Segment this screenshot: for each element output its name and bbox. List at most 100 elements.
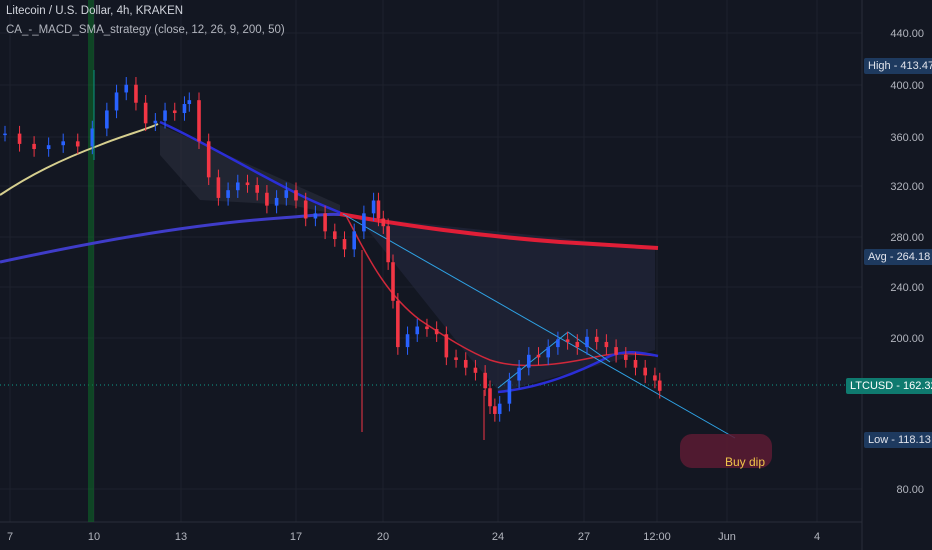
candle-body: [386, 226, 390, 263]
candle-body: [172, 110, 177, 114]
fast-line: [159, 120, 346, 217]
candle-body: [46, 145, 51, 150]
candle-body: [245, 182, 250, 186]
y-tick-label: 280.00: [890, 232, 924, 244]
y-tick-label: 200.00: [890, 333, 924, 345]
candle-body: [255, 185, 259, 193]
candle-body: [643, 367, 647, 376]
candle-body: [488, 388, 492, 407]
candle-body: [206, 141, 211, 178]
y-tick-label: 360.00: [890, 132, 924, 144]
x-tick-label: 12:00: [643, 531, 671, 543]
green-signal-band: [88, 0, 94, 522]
trendline: [342, 213, 736, 439]
high-marker-value: 413.47: [900, 60, 932, 72]
highlight-band: [88, 0, 94, 522]
high-marker-label: High: [868, 60, 891, 72]
candle-body: [575, 341, 580, 348]
buy-dip-highlight: [680, 434, 772, 468]
indicator-label: CA_-_MACD_SMA_strategy (close, 12, 26, 9…: [6, 24, 285, 36]
y-tick-label: 80.00: [896, 484, 924, 496]
high-marker-sep: -: [893, 60, 901, 72]
candle-body: [226, 190, 230, 198]
candle-body: [425, 326, 429, 330]
x-tick-label: 4: [814, 531, 820, 543]
candle-body: [90, 128, 95, 147]
candle-body: [415, 326, 420, 335]
candle-body: [371, 200, 376, 214]
candle-body: [604, 341, 609, 348]
last-price-sep: -: [896, 380, 903, 392]
avg-marker: Avg - 264.18: [864, 249, 932, 265]
low-marker-sep: -: [891, 434, 898, 446]
candle-body: [517, 367, 521, 381]
candle-body: [153, 120, 158, 124]
candle-body: [633, 359, 638, 368]
candle-body: [362, 213, 366, 232]
x-tick-label: 20: [377, 531, 389, 543]
candle-body: [323, 213, 327, 232]
sma-50-line: [0, 123, 159, 196]
candle-body: [493, 406, 497, 414]
avg-marker-label: Avg: [868, 251, 887, 263]
candle-body: [463, 359, 468, 368]
candle-body: [536, 354, 541, 358]
candle-body: [197, 100, 201, 142]
candle-body: [444, 334, 449, 358]
high-marker: High - 413.47: [864, 58, 932, 74]
buy-dip-annotation: Buy dip: [725, 455, 766, 469]
candle-body: [61, 141, 65, 146]
candle-body: [527, 354, 531, 368]
candle-body: [381, 218, 386, 227]
candle-body: [391, 262, 395, 301]
candle-body: [333, 231, 337, 240]
candle-body: [303, 200, 308, 219]
candle-body: [187, 100, 192, 105]
x-tick-label: 10: [88, 531, 100, 543]
candle-body: [284, 190, 289, 198]
candle-body: [507, 380, 512, 404]
candle-body: [32, 143, 36, 150]
candle-body: [352, 231, 356, 250]
red-line: [339, 212, 659, 250]
candle-body: [265, 192, 269, 206]
y-tick-label: 440.00: [890, 28, 924, 40]
candles: [3, 70, 662, 440]
avg-marker-sep: -: [889, 251, 897, 263]
candle-body: [313, 213, 318, 219]
last-price-label: LTCUSD: [850, 380, 894, 392]
candle-body: [454, 357, 458, 360]
candle-body: [396, 300, 400, 348]
candle-body: [124, 84, 129, 93]
candle-body: [134, 84, 138, 103]
y-tick-label: 400.00: [890, 80, 924, 92]
candle-body: [546, 347, 550, 358]
candle-body: [497, 403, 502, 414]
candle-body: [294, 190, 298, 201]
low-marker-value: 118.13: [897, 434, 931, 446]
low-marker: Low - 118.13: [864, 432, 932, 448]
y-axis: 440.00 400.00 360.00 320.00 280.00 240.00 200.…: [890, 28, 924, 496]
sma-200-line: [0, 212, 346, 264]
last-price-marker: LTCUSD - 162.32: [846, 378, 932, 394]
last-price-value: 162.32: [903, 380, 932, 392]
x-tick-label: 24: [492, 531, 504, 543]
candle-body: [342, 239, 347, 250]
candle-body: [657, 380, 662, 391]
candle-body: [614, 347, 618, 355]
candle-body: [3, 133, 7, 136]
x-axis: 7 10 13 17 20 24 27 12:00 Jun 4: [7, 531, 820, 543]
x-tick-label: 17: [290, 531, 302, 543]
candle-body: [75, 141, 80, 147]
trendline: [567, 331, 611, 363]
indicator-lines: [0, 120, 736, 439]
y-tick-label: 240.00: [890, 282, 924, 294]
candle-body: [434, 329, 439, 335]
candle-body: [216, 177, 221, 198]
candle-body: [17, 133, 22, 144]
candle-body: [405, 334, 410, 348]
slow-line: [497, 351, 659, 394]
candle-body: [565, 339, 570, 342]
candle-body: [182, 104, 187, 114]
